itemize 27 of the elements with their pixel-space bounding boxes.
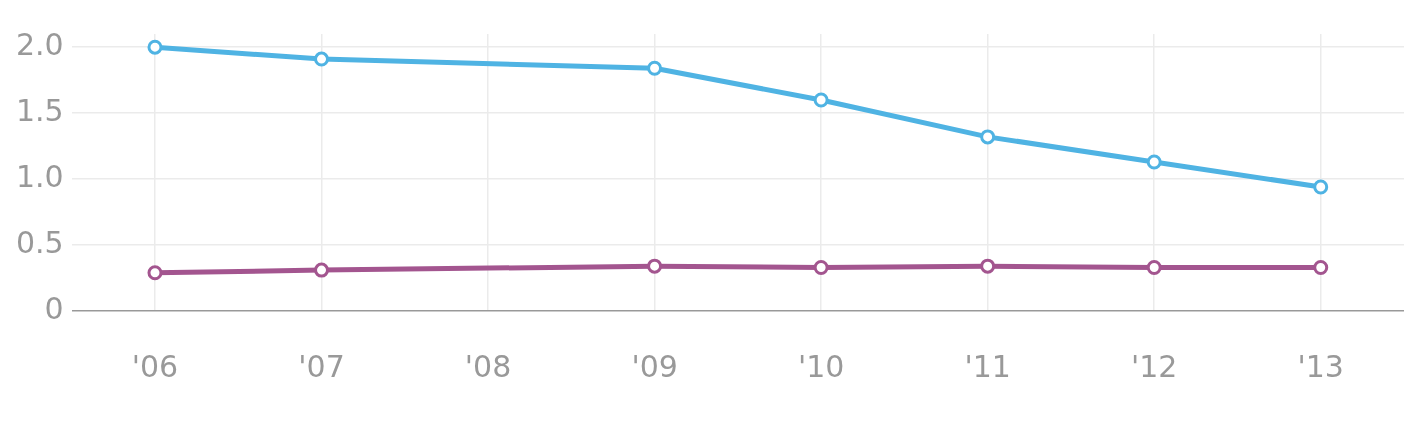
y-tick-label: 1.0 [15, 158, 64, 194]
x-tick-label: '07 [298, 348, 345, 384]
x-tick-label: '06 [131, 348, 179, 384]
point [1313, 179, 1329, 195]
point [147, 265, 163, 281]
point [980, 129, 996, 145]
point [1146, 259, 1162, 275]
point [980, 258, 996, 274]
point [1146, 154, 1162, 170]
x-tick-label: '10 [797, 348, 845, 384]
x-tick-label: '13 [1297, 348, 1344, 384]
point [1313, 259, 1329, 275]
x-tick-label: '09 [631, 348, 678, 384]
x-tick-label: '11 [964, 348, 1011, 384]
point [314, 262, 330, 278]
y-tick-label: 0.5 [15, 224, 64, 260]
point [647, 258, 663, 274]
point [813, 259, 829, 275]
y-tick-label: 2.0 [15, 26, 64, 62]
point [813, 92, 829, 108]
x-tick-label: '08 [464, 348, 512, 384]
point [314, 51, 330, 67]
y-tick-label: 0 [44, 290, 64, 326]
point [647, 60, 663, 76]
y-tick-label: 1.5 [15, 92, 64, 128]
x-tick-label: '12 [1130, 348, 1178, 384]
point [147, 39, 163, 55]
